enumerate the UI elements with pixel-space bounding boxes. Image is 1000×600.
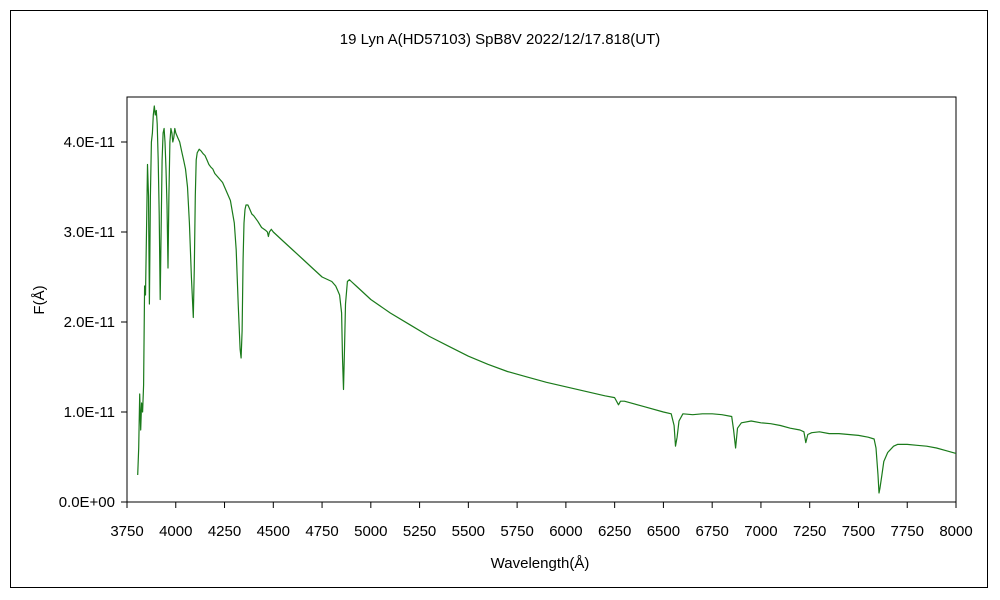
x-tick-label: 6750 xyxy=(695,523,728,540)
x-tick-label: 5500 xyxy=(452,523,485,540)
spectrum-line xyxy=(137,105,957,494)
y-axis-title: F(Å) xyxy=(31,285,48,314)
x-tick-label: 5000 xyxy=(354,523,387,540)
y-tick-label: 3.0E-11 xyxy=(64,224,115,241)
x-tick-label: 3750 xyxy=(110,523,143,540)
y-tick-label: 4.0E-11 xyxy=(64,134,115,151)
y-tick-label: 0.0E+00 xyxy=(59,494,115,511)
x-tick-label: 8000 xyxy=(939,523,972,540)
y-tick-label: 1.0E-11 xyxy=(64,404,115,421)
x-axis-title: Wavelength(Å) xyxy=(491,555,590,572)
x-tick-label: 4250 xyxy=(208,523,241,540)
chart-title: 19 Lyn A(HD57103) SpB8V 2022/12/17.818(U… xyxy=(340,31,660,48)
x-tick-label: 5250 xyxy=(403,523,436,540)
x-tick-label: 6250 xyxy=(598,523,631,540)
x-tick-label: 7500 xyxy=(842,523,875,540)
x-tick-label: 5750 xyxy=(500,523,533,540)
x-tick-label: 4500 xyxy=(257,523,290,540)
x-tick-label: 7750 xyxy=(891,523,924,540)
y-tick-label: 2.0E-11 xyxy=(64,314,115,331)
x-tick-label: 7250 xyxy=(793,523,826,540)
x-tick-label: 4750 xyxy=(305,523,338,540)
x-tick-label: 6500 xyxy=(647,523,680,540)
plot-area xyxy=(126,96,957,503)
x-tick-label: 4000 xyxy=(159,523,192,540)
x-tick-label: 7000 xyxy=(744,523,777,540)
x-tick-label: 6000 xyxy=(549,523,582,540)
